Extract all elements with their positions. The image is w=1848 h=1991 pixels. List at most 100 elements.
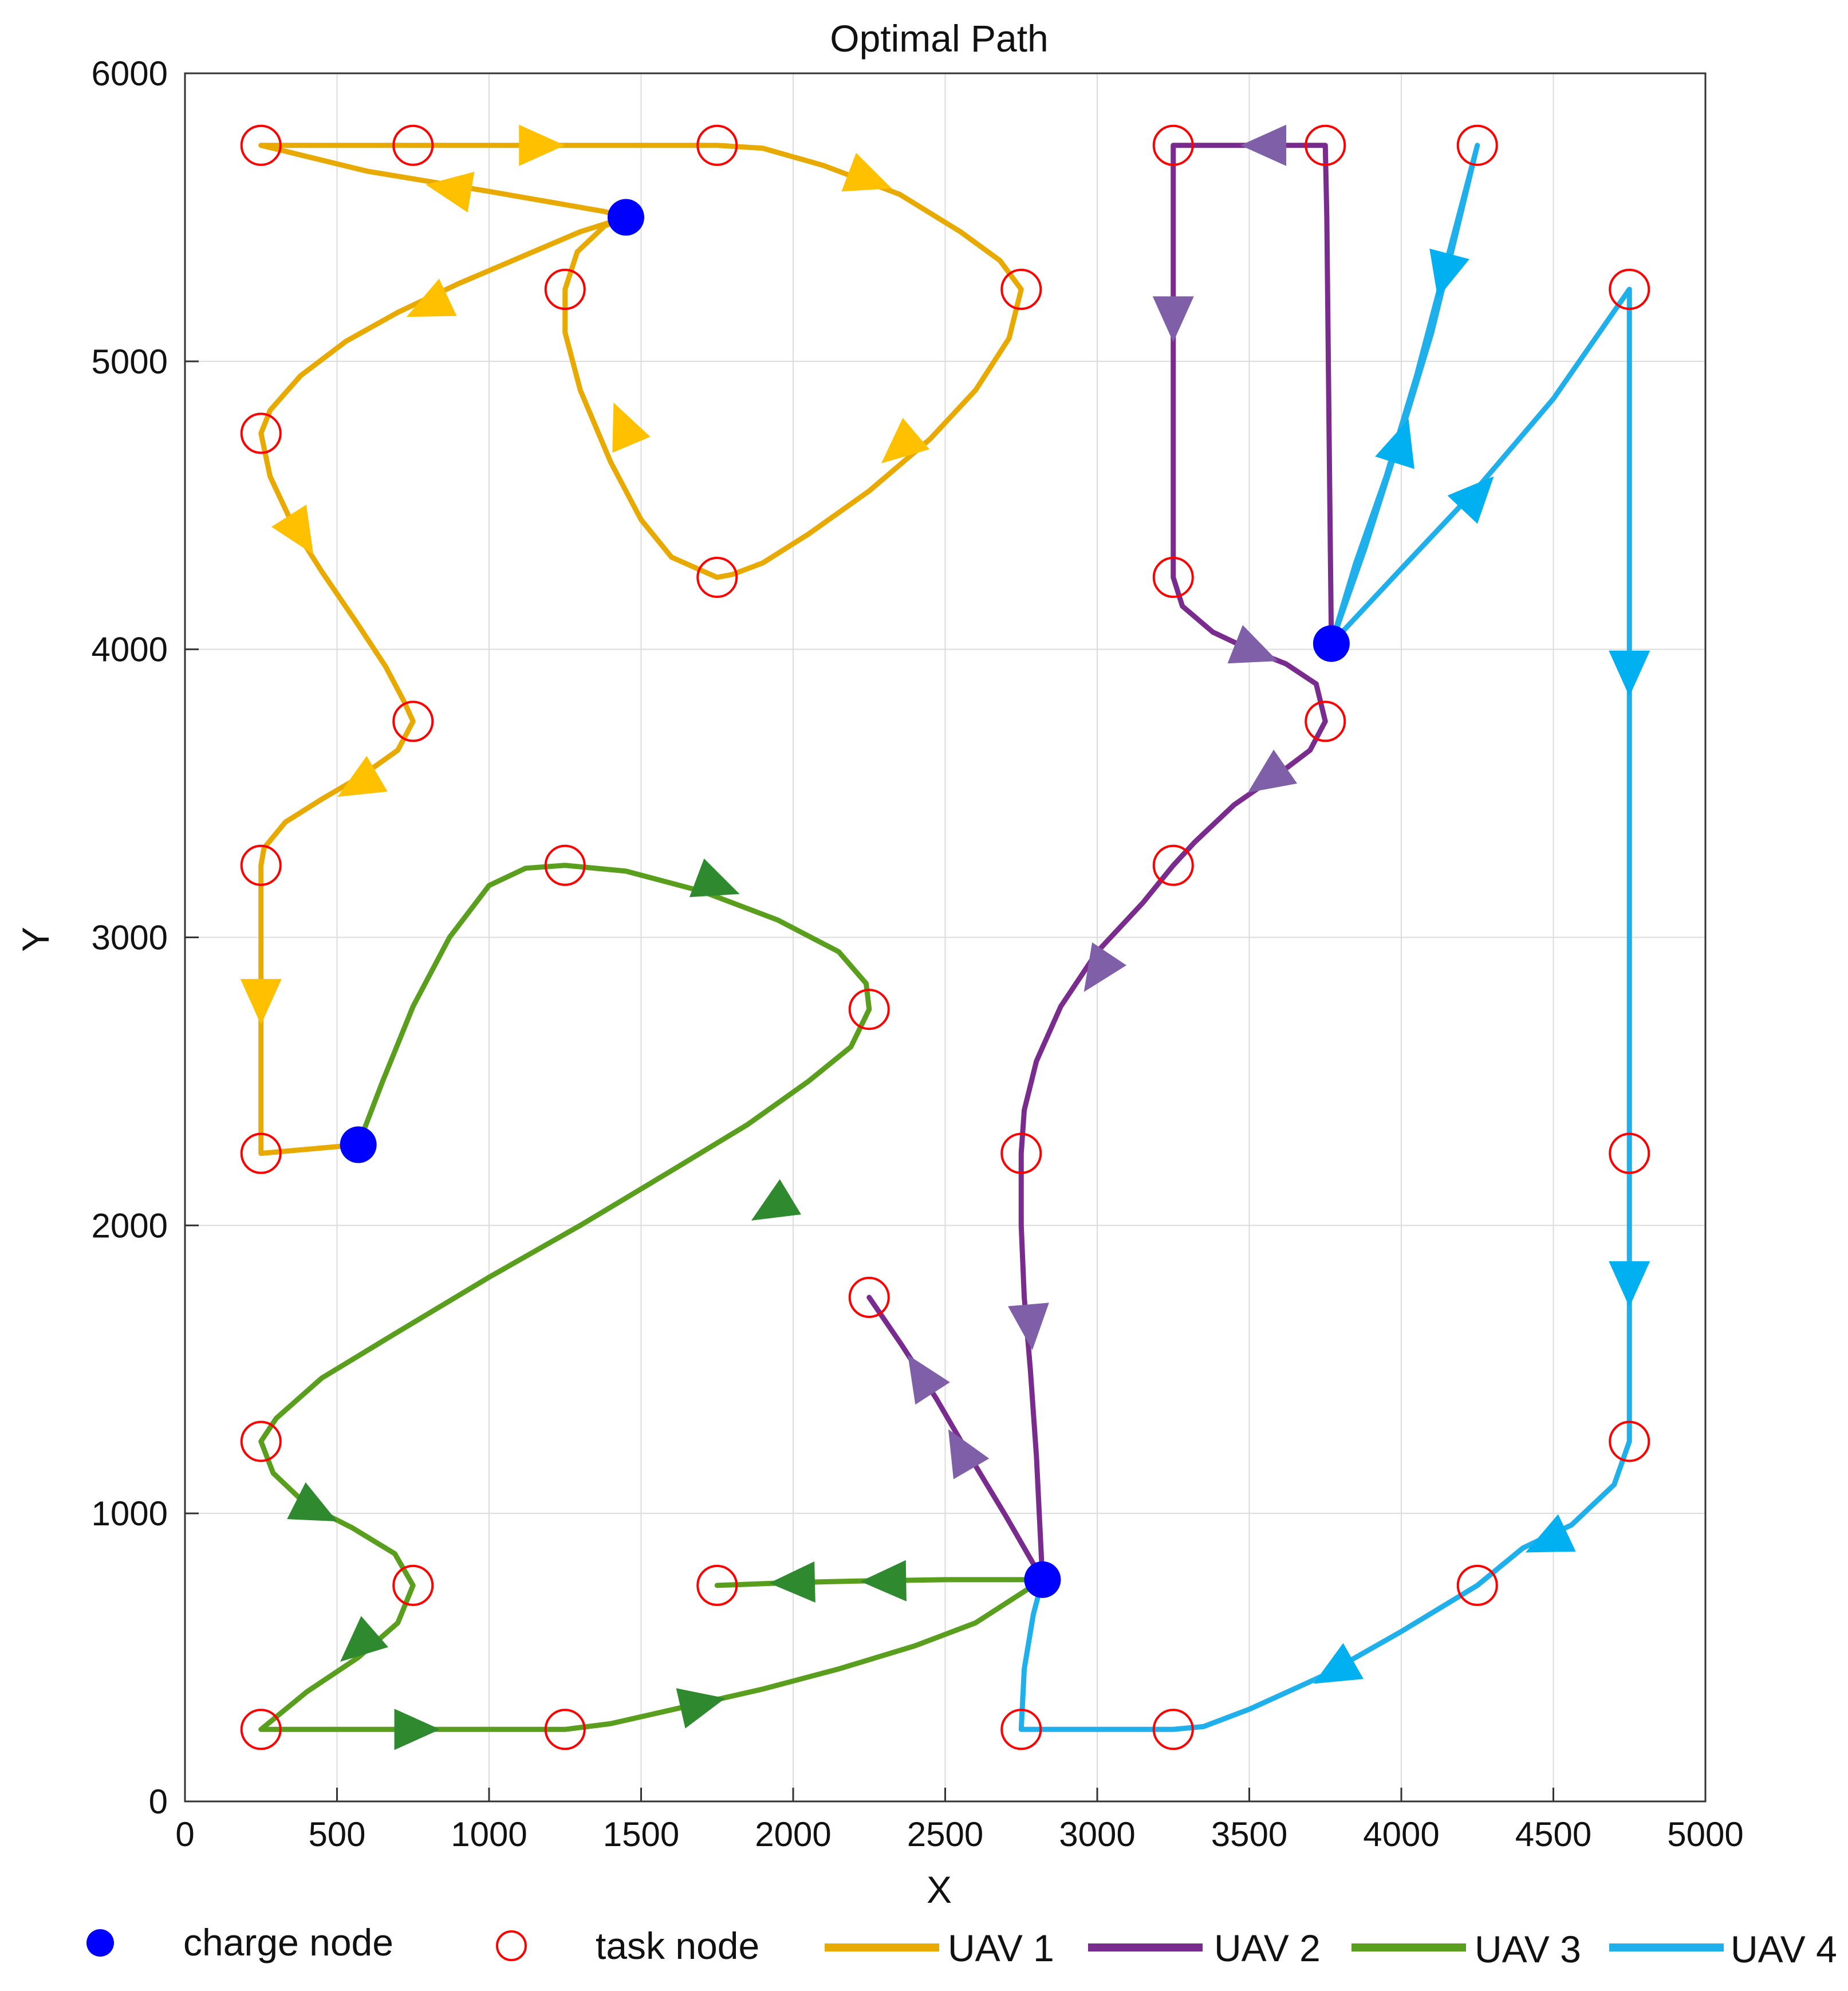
uav3-direction-arrow bbox=[676, 1688, 726, 1729]
uav1-direction-arrow bbox=[612, 402, 651, 453]
task-node bbox=[1456, 124, 1498, 166]
uav3-direction-arrow bbox=[689, 858, 740, 898]
y-tick-label: 0 bbox=[149, 1783, 168, 1821]
uav2-direction-arrow bbox=[1247, 749, 1298, 793]
uav2-direction-arrow bbox=[1083, 942, 1127, 992]
x-tick-label: 5000 bbox=[1667, 1815, 1743, 1854]
charge-node bbox=[1024, 1561, 1061, 1598]
task-node bbox=[1152, 844, 1194, 886]
y-tick-label: 1000 bbox=[92, 1494, 168, 1533]
legend-task-marker bbox=[496, 1930, 527, 1961]
task-node bbox=[240, 1132, 282, 1174]
uav4-direction-arrow bbox=[1375, 419, 1414, 469]
legend: charge node task node UAV 1 UAV 2 UAV 3 … bbox=[86, 1921, 1837, 1970]
x-tick-label: 2500 bbox=[907, 1815, 983, 1854]
x-tick-label: 4000 bbox=[1363, 1815, 1439, 1854]
task-node bbox=[848, 1277, 890, 1319]
task-node bbox=[544, 269, 586, 310]
task-node bbox=[1456, 1564, 1498, 1606]
uav3-direction-arrow bbox=[340, 1616, 388, 1662]
task-node bbox=[696, 556, 738, 598]
y-tick-label: 2000 bbox=[92, 1206, 168, 1245]
uav1-direction-arrow bbox=[519, 124, 565, 166]
task-node bbox=[544, 1709, 586, 1750]
task-node bbox=[392, 1564, 434, 1606]
y-tick-label: 4000 bbox=[92, 631, 168, 669]
uav2-direction-arrow bbox=[1227, 625, 1278, 664]
task-nodes bbox=[240, 124, 1650, 1750]
x-tick-label: 3500 bbox=[1211, 1815, 1287, 1854]
task-node bbox=[240, 1709, 282, 1750]
task-node bbox=[1000, 269, 1042, 310]
uav2-direction-arrow bbox=[1240, 124, 1287, 166]
tick-labels: 0 500 1000 1500 2000 2500 3000 3500 4000 4500 5000… bbox=[92, 54, 1744, 1854]
uav3-direction-arrow bbox=[287, 1482, 337, 1522]
x-axis-label: X bbox=[927, 1868, 952, 1911]
y-tick-label: 6000 bbox=[92, 54, 168, 93]
task-node bbox=[1609, 269, 1650, 310]
legend-charge-marker bbox=[86, 1929, 114, 1957]
uav1-direction-arrow bbox=[337, 756, 388, 797]
task-node bbox=[1305, 124, 1346, 166]
task-node bbox=[240, 844, 282, 886]
task-node bbox=[392, 124, 434, 166]
legend-charge-label: charge node bbox=[183, 1921, 393, 1964]
uav1-direction-arrow bbox=[406, 278, 457, 317]
uav3-direction-arrow bbox=[769, 1561, 815, 1603]
axes bbox=[184, 72, 1707, 1803]
task-node bbox=[696, 124, 738, 166]
task-node bbox=[392, 701, 434, 742]
direction-arrows bbox=[240, 124, 1650, 1750]
legend-uav4-label: UAV 4 bbox=[1731, 1928, 1837, 1970]
uav3-direction-arrow bbox=[751, 1179, 801, 1221]
uav4-direction-arrow bbox=[1609, 650, 1650, 697]
x-tick-label: 4500 bbox=[1515, 1815, 1591, 1854]
uav2-direction-arrow bbox=[1008, 1303, 1049, 1351]
uav2-direction-arrow bbox=[908, 1355, 950, 1405]
task-node bbox=[1305, 701, 1346, 742]
charge-nodes bbox=[340, 199, 1350, 1598]
task-node bbox=[1000, 1709, 1042, 1750]
legend-uav1-label: UAV 1 bbox=[948, 1927, 1054, 1969]
task-node bbox=[848, 989, 890, 1030]
uav2-direction-arrow bbox=[948, 1429, 990, 1480]
uav1-direction-arrow bbox=[881, 418, 930, 463]
uav4-direction-arrow bbox=[1313, 1643, 1364, 1684]
task-node bbox=[1609, 1421, 1650, 1462]
uav3-direction-arrow bbox=[860, 1560, 907, 1602]
task-node bbox=[240, 124, 282, 166]
y-tick-label: 3000 bbox=[92, 919, 168, 957]
uav1-direction-arrow bbox=[425, 171, 475, 213]
uav1-direction-arrow bbox=[841, 152, 892, 192]
x-tick-label: 500 bbox=[308, 1815, 365, 1854]
task-node bbox=[696, 1564, 738, 1606]
uav4-direction-arrow bbox=[1525, 1514, 1576, 1553]
task-node bbox=[1152, 124, 1194, 166]
task-node bbox=[544, 844, 586, 886]
y-tick-label: 5000 bbox=[92, 343, 168, 381]
uav3-path bbox=[258, 863, 1045, 1732]
uav2-direction-arrow bbox=[1152, 296, 1194, 343]
task-node bbox=[240, 412, 282, 454]
uav4-direction-arrow bbox=[1609, 1261, 1650, 1307]
task-node bbox=[1609, 1132, 1650, 1174]
x-tick-label: 1000 bbox=[451, 1815, 527, 1854]
task-node bbox=[1000, 1132, 1042, 1174]
task-node bbox=[1152, 556, 1194, 598]
uav1-direction-arrow bbox=[271, 505, 314, 555]
charge-node bbox=[1313, 625, 1350, 662]
x-tick-label: 0 bbox=[175, 1815, 194, 1854]
chart-title: Optimal Path bbox=[830, 17, 1049, 60]
task-node bbox=[240, 1421, 282, 1462]
task-node bbox=[1152, 1709, 1194, 1750]
y-axis-label: Y bbox=[14, 927, 57, 952]
charge-node bbox=[340, 1126, 377, 1163]
x-tick-label: 1500 bbox=[603, 1815, 679, 1854]
legend-task-label: task node bbox=[596, 1925, 759, 1967]
x-tick-label: 3000 bbox=[1059, 1815, 1135, 1854]
legend-uav3-label: UAV 3 bbox=[1475, 1928, 1581, 1970]
legend-uav2-label: UAV 2 bbox=[1214, 1927, 1321, 1969]
uav4-direction-arrow bbox=[1447, 476, 1494, 524]
